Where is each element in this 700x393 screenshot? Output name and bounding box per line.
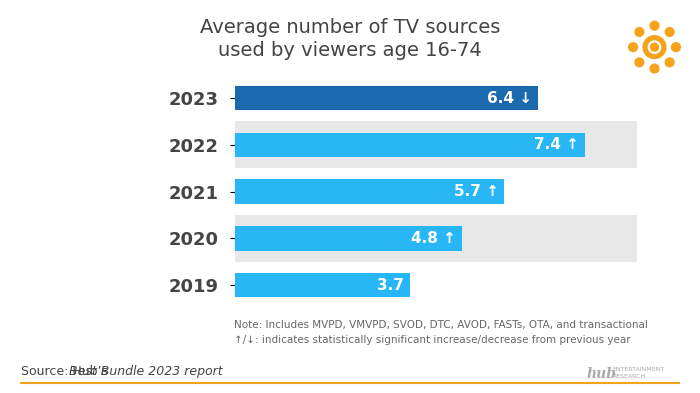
Circle shape: [665, 28, 674, 37]
Text: hub: hub: [587, 367, 617, 382]
Text: 4.8 ↑: 4.8 ↑: [411, 231, 456, 246]
Circle shape: [648, 41, 661, 53]
Bar: [234, 168, 637, 215]
Text: Note: Includes MVPD, VMVPD, SVOD, DTC, AVOD, FASTs, OTA, and transactional: Note: Includes MVPD, VMVPD, SVOD, DTC, A…: [234, 320, 648, 330]
Bar: [234, 226, 462, 250]
Circle shape: [650, 64, 659, 73]
Circle shape: [650, 43, 659, 51]
Text: 7.4 ↑: 7.4 ↑: [534, 137, 579, 152]
Text: Source: Hub’s: Source: Hub’s: [21, 365, 112, 378]
Bar: [234, 133, 585, 157]
Circle shape: [671, 43, 680, 51]
Circle shape: [665, 58, 674, 67]
Text: ↑/↓: indicates statistically significant increase/decrease from previous year: ↑/↓: indicates statistically significant…: [234, 335, 631, 345]
Text: used by viewers age 16-74: used by viewers age 16-74: [218, 41, 482, 60]
Bar: [234, 273, 410, 297]
Circle shape: [635, 28, 644, 37]
Text: 5.7 ↑: 5.7 ↑: [454, 184, 498, 199]
Bar: [234, 215, 637, 262]
Text: 3.7: 3.7: [377, 277, 404, 293]
Circle shape: [643, 36, 666, 59]
Text: 6.4 ↓: 6.4 ↓: [487, 90, 532, 106]
Bar: [234, 75, 637, 121]
Text: Best Bundle 2023 report: Best Bundle 2023 report: [69, 365, 222, 378]
Bar: [234, 180, 505, 204]
Text: Average number of TV sources: Average number of TV sources: [199, 18, 500, 37]
Circle shape: [635, 58, 644, 67]
Bar: [234, 86, 538, 110]
Text: ENTERTAINMENT
RESEARCH: ENTERTAINMENT RESEARCH: [612, 367, 665, 379]
Bar: [234, 121, 637, 168]
Circle shape: [650, 21, 659, 30]
Circle shape: [629, 43, 638, 51]
Bar: [234, 262, 637, 309]
